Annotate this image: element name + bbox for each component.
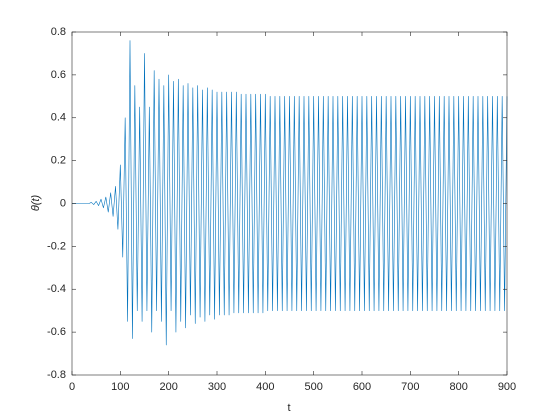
x-tick-label: 100	[111, 381, 129, 393]
y-tick-label: -0.8	[47, 369, 66, 381]
y-tick-label: -0.4	[47, 283, 66, 295]
x-tick-label: 200	[159, 381, 177, 393]
y-tick-label: 0.4	[51, 112, 66, 124]
x-tick-label: 0	[69, 381, 75, 393]
y-tick-label: 0	[60, 197, 66, 209]
y-tick-label: -0.2	[47, 240, 66, 252]
x-tick-label: 300	[208, 381, 226, 393]
y-tick-label: 0.8	[51, 26, 66, 38]
x-tick-label: 400	[256, 381, 274, 393]
y-tick-label: 0.6	[51, 69, 66, 81]
data-line	[72, 40, 508, 346]
x-tick-label: 800	[449, 381, 467, 393]
x-tick-label: 900	[498, 381, 516, 393]
y-tick-label: -0.6	[47, 326, 66, 338]
x-tick-label: 600	[353, 381, 371, 393]
y-tick-label: 0.2	[51, 155, 66, 167]
x-tick-label: 700	[401, 381, 419, 393]
y-axis-label: θ(t)	[30, 194, 42, 211]
x-tick-label: 500	[304, 381, 322, 393]
x-axis-label: t	[287, 402, 290, 414]
